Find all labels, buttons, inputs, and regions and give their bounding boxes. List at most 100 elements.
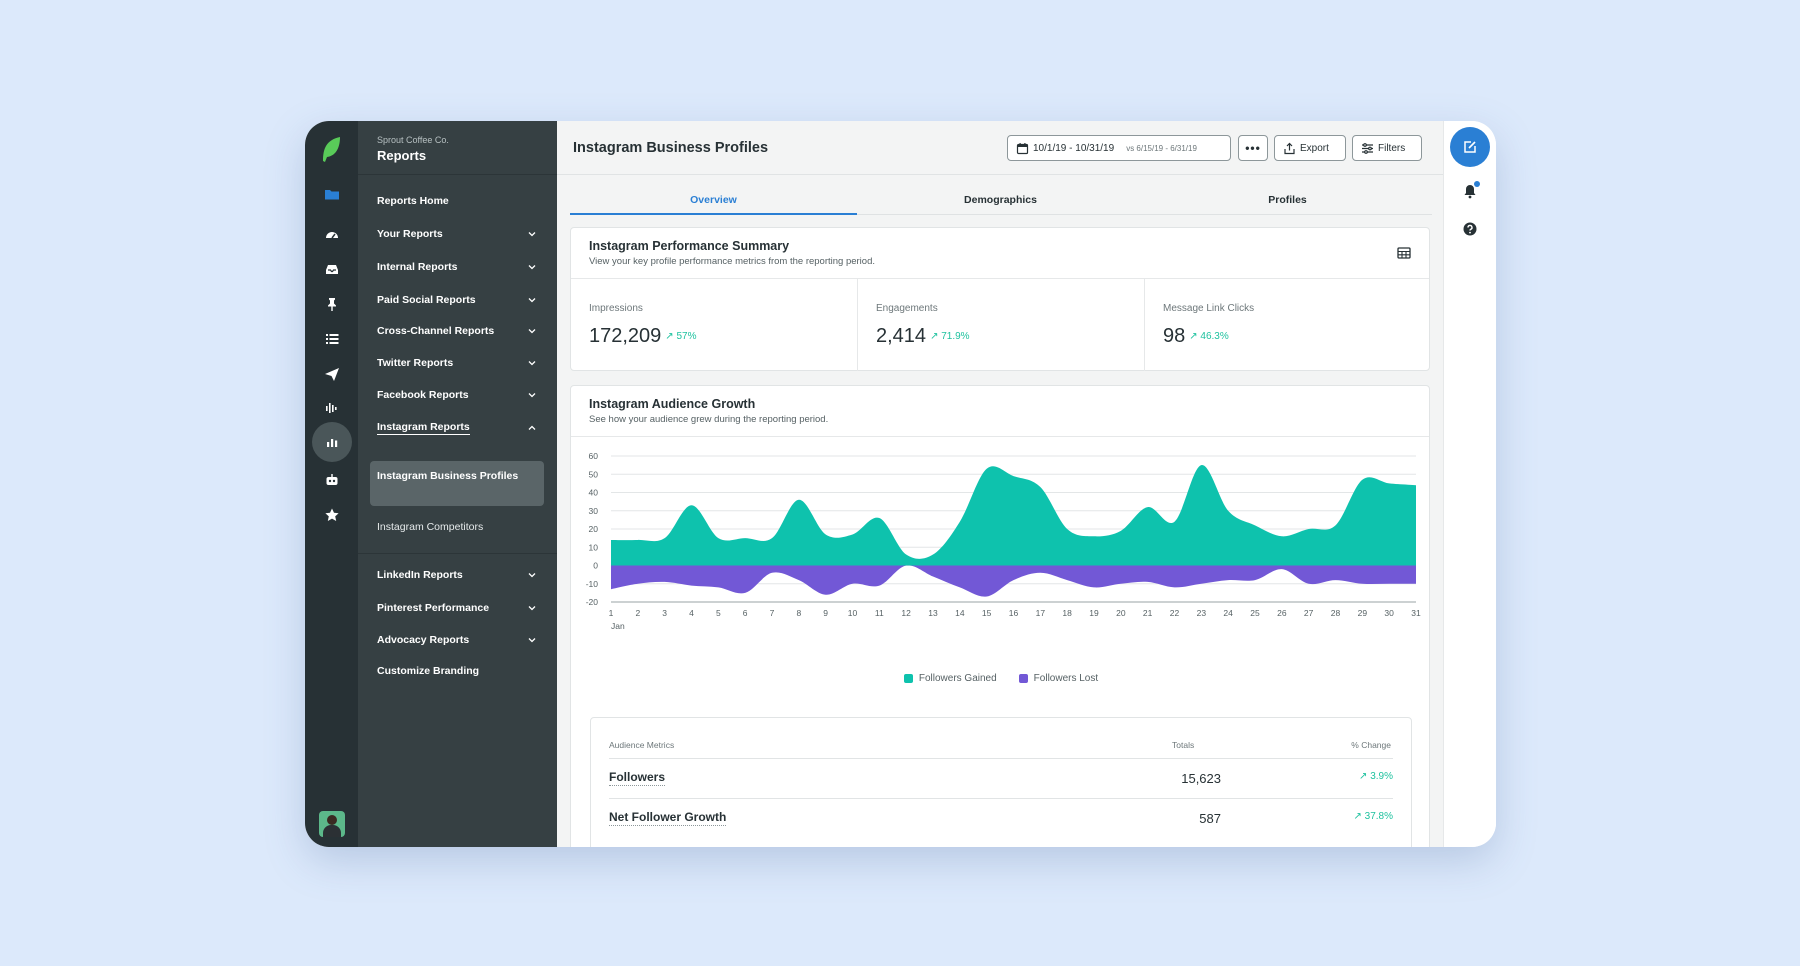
metric-value: 172,209 [589,325,662,347]
card-title: Instagram Performance Summary [589,239,790,253]
x-tick-label: 4 [689,608,694,618]
calendar-icon [1016,142,1029,154]
x-tick-label: 7 [770,608,775,618]
tab-profiles[interactable]: Profiles [1268,194,1307,206]
card-subtitle: See how your audience grew during the re… [589,414,829,425]
nav-linkedin-reports[interactable]: LinkedIn Reports [358,562,557,588]
nav-internal-reports[interactable]: Internal Reports [358,254,557,280]
table-header: Audience Metrics Totals % Change [591,718,1411,758]
chevron-down-icon [528,393,536,398]
x-tick-label: 22 [1170,608,1180,618]
metric-message-link-clicks: Message Link Clicks 98 ↗ 46.3% [1144,279,1430,371]
x-tick-label: 16 [1009,608,1019,618]
main-content: Instagram Business Profiles 10/1/19 - 10… [557,121,1443,847]
dashboard-icon[interactable] [319,221,345,247]
inbox-icon[interactable] [319,256,345,282]
nav-customize-branding[interactable]: Customize Branding [358,658,557,684]
nav-instagram-reports[interactable]: Instagram Reports [358,415,557,441]
x-tick-label: 1 [609,608,614,618]
organization-name: Sprout Coffee Co. [377,135,449,145]
nav-label: Instagram Reports [377,421,470,435]
nav-instagram-competitors[interactable]: Instagram Competitors [377,521,484,533]
sprout-logo-icon[interactable] [320,135,342,163]
more-options-button[interactable]: ••• [1238,135,1268,161]
nav-pinterest-performance[interactable]: Pinterest Performance [358,595,557,621]
nav-label: Advocacy Reports [377,634,470,646]
nav-facebook-reports[interactable]: Facebook Reports [358,382,557,408]
pin-icon[interactable] [319,291,345,317]
top-bar: Instagram Business Profiles 10/1/19 - 10… [557,121,1443,175]
help-icon[interactable] [1462,221,1478,237]
x-tick-label: 15 [982,608,992,618]
right-rail [1443,121,1496,847]
metric-label: Impressions [589,303,643,314]
date-range-picker[interactable]: 10/1/19 - 10/31/19 vs 6/15/19 - 6/31/19 [1007,135,1231,161]
bell-icon[interactable] [1462,183,1478,199]
metric-label: Engagements [876,303,938,314]
chevron-down-icon [528,606,536,611]
audience-growth-card: Instagram Audience Growth See how your a… [570,385,1430,847]
row-metric: Net Follower Growth [609,810,727,826]
list-icon[interactable] [319,326,345,352]
nav-twitter-reports[interactable]: Twitter Reports [358,350,557,376]
filters-button[interactable]: Filters [1352,135,1422,161]
export-label: Export [1300,142,1329,154]
x-tick-label: 23 [1197,608,1207,618]
metric-value-block: 2,414 ↗ 71.9% [876,325,970,348]
folder-icon[interactable] [319,181,345,207]
compose-icon [1464,141,1476,153]
followers-gained-area[interactable] [611,465,1416,566]
nav-your-reports[interactable]: Your Reports [358,221,557,247]
sidebar-header: Sprout Coffee Co. Reports [358,121,557,175]
metric-value-block: 98 ↗ 46.3% [1163,325,1229,348]
nav-reports-home[interactable]: Reports Home [358,188,557,214]
tab-overview[interactable]: Overview [570,187,857,215]
y-tick-label: 10 [589,542,599,552]
reports-icon[interactable] [312,422,352,462]
metric-change: ↗ 57% [665,331,697,342]
nav-paid-social-reports[interactable]: Paid Social Reports [358,287,557,313]
table-row[interactable]: Net Follower Growth 587 ↗ 37.8% [609,798,1393,838]
table-view-icon[interactable] [1397,246,1411,260]
header-metric: Audience Metrics [609,740,675,750]
card-subtitle: View your key profile performance metric… [589,256,876,267]
chevron-down-icon [528,638,536,643]
listening-icon[interactable] [319,395,345,421]
performance-summary-card: Instagram Performance Summary View your … [570,227,1430,371]
star-icon[interactable] [319,502,345,528]
notification-dot [1474,181,1480,187]
sidebar-title: Reports [377,148,427,163]
nav-label: Customize Branding [377,665,480,677]
x-tick-label: 6 [743,608,748,618]
send-icon[interactable] [319,361,345,387]
legend-item-followers-gained[interactable]: Followers Gained [903,673,997,684]
metric-value: 98 [1163,325,1186,347]
x-tick-label: 3 [662,608,667,618]
bot-icon[interactable] [319,467,345,493]
card-title: Instagram Audience Growth [589,397,756,411]
row-change: ↗ 3.9% [1359,771,1393,782]
x-tick-label: 21 [1143,608,1153,618]
x-tick-label: 17 [1036,608,1046,618]
x-tick-label: 20 [1116,608,1126,618]
date-range-label: 10/1/19 - 10/31/19 [1033,142,1115,154]
x-tick-label: 8 [796,608,801,618]
metric-value: 2,414 [876,325,927,347]
user-avatar[interactable] [319,811,345,837]
y-tick-label: -20 [586,597,599,607]
legend-label: Followers Lost [1033,673,1099,684]
compose-button[interactable] [1450,127,1490,167]
table-row[interactable]: Followers 15,623 ↗ 3.9% [609,758,1393,798]
x-tick-label: 19 [1089,608,1099,618]
nav-instagram-business-profiles[interactable]: Instagram Business Profiles [370,461,544,506]
chevron-up-icon [528,425,536,430]
avatar-body [323,825,341,837]
legend-label: Followers Gained [918,673,997,684]
legend-item-followers-lost[interactable]: Followers Lost [1018,673,1099,684]
tab-demographics[interactable]: Demographics [964,194,1037,206]
nav-label: Internal Reports [377,261,458,273]
export-button[interactable]: Export [1274,135,1346,161]
nav-cross-channel-reports[interactable]: Cross-Channel Reports [358,318,557,344]
nav-advocacy-reports[interactable]: Advocacy Reports [358,627,557,653]
followers-lost-area[interactable] [611,565,1416,597]
